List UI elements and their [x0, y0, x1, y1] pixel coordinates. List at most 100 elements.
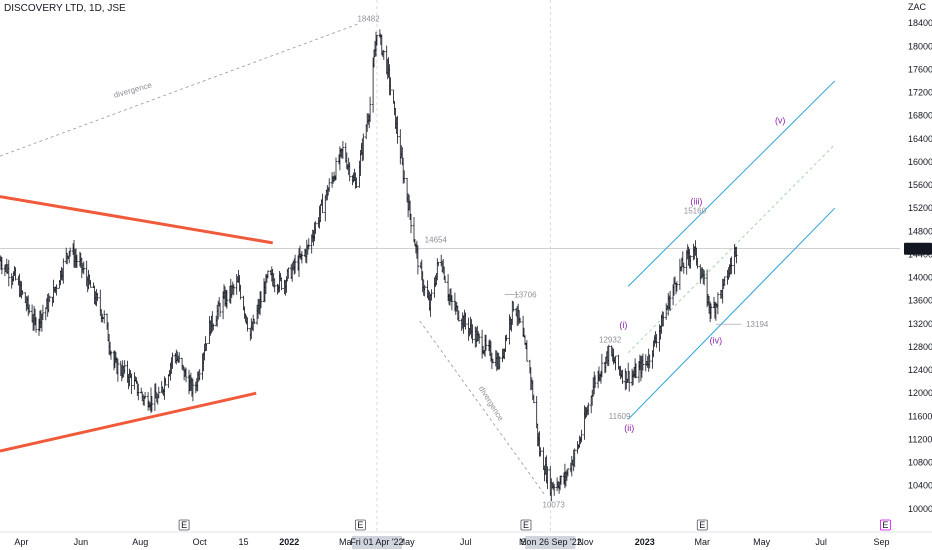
x-tick-label-7: May: [398, 537, 416, 547]
ohlc-bar: [103, 310, 106, 324]
ohlc-bar: [341, 141, 345, 159]
ohlc-bars: [0, 29, 738, 502]
ohlc-bar: [723, 276, 726, 286]
price-annotation-12932: 12932: [599, 335, 622, 344]
event-marker-1: [354, 519, 366, 531]
ohlc-bar: [443, 275, 447, 283]
price-annotation-13194: 13194: [746, 320, 769, 329]
ohlc-bar: [559, 475, 563, 485]
ohlc-bar: [266, 270, 270, 279]
ohlc-bar: [668, 290, 672, 311]
ohlc-bar: [498, 356, 501, 370]
y-tick-label-15600: 15600: [908, 180, 932, 190]
y-tick-label-13200: 13200: [908, 319, 932, 329]
y-tick-label-14000: 14000: [908, 273, 932, 283]
wave-label-0: (i): [619, 320, 627, 330]
ohlc-bar: [68, 247, 72, 257]
y-tick-label-13600: 13600: [908, 296, 932, 306]
ohlc-bar: [150, 396, 154, 412]
y-tick-label-10000: 10000: [908, 504, 932, 514]
y-tick-label-18400: 18400: [908, 18, 932, 28]
ohlc-bar: [164, 377, 167, 386]
x-tick-label-6: Mar: [339, 537, 355, 547]
currency-label: ZAC: [908, 2, 927, 12]
price-annotation-13706: 13706: [514, 291, 537, 300]
ohlc-bar: [518, 317, 522, 323]
y-tick-label-18000: 18000: [908, 41, 932, 51]
ohlc-bar: [480, 329, 484, 359]
ohlc-bar: [464, 312, 467, 330]
ohlc-bar: [471, 324, 474, 344]
y-tick-label-12000: 12000: [908, 388, 932, 398]
price-annotation-15160: 15160: [684, 206, 707, 215]
x-tick-label-0: Apr: [14, 537, 28, 547]
ohlc-bar: [539, 447, 542, 457]
y-tick-label-12400: 12400: [908, 365, 932, 375]
ohlc-bar: [62, 258, 65, 284]
y-tick-label-16400: 16400: [908, 134, 932, 144]
ohlc-bar: [300, 251, 304, 264]
event-marker-label-4: E: [882, 520, 888, 530]
ohlc-bar: [287, 267, 290, 279]
ohlc-bar: [505, 334, 508, 342]
ohlc-bar: [48, 295, 51, 302]
ohlc-bar: [34, 317, 38, 333]
ohlc-bar: [655, 334, 658, 348]
ohlc-bar: [41, 304, 45, 320]
y-tick-label-17200: 17200: [908, 88, 932, 98]
ohlc-bar: [396, 115, 399, 144]
ohlc-bar: [314, 221, 317, 234]
ohlc-bar: [450, 295, 454, 311]
ohlc-bar: [239, 284, 242, 300]
triangle-lower-trendline: [0, 391, 257, 453]
ohlc-bar: [730, 256, 733, 275]
ohlc-bar: [437, 261, 440, 267]
ohlc-bar: [703, 270, 706, 286]
ohlc-bar: [75, 254, 79, 268]
ohlc-bar: [628, 371, 631, 392]
ohlc-bar: [123, 360, 126, 374]
ohlc-bar: [641, 353, 645, 371]
event-marker-label-2: E: [523, 520, 529, 530]
ohlc-bar: [157, 386, 160, 399]
ohlc-bar: [546, 466, 549, 489]
ohlc-bar: [416, 245, 420, 275]
chart-title: DISCOVERY LTD, 1D, JSE: [4, 3, 126, 14]
ohlc-bar: [512, 301, 515, 312]
ohlc-bar: [116, 358, 120, 382]
event-marker-3: [696, 519, 708, 531]
ohlc-bar: [28, 304, 31, 314]
ohlc-bar: [109, 350, 113, 360]
ohlc-bar: [321, 193, 324, 213]
ohlc-bar: [0, 257, 4, 275]
ohlc-bar: [232, 284, 235, 296]
y-tick-label-12800: 12800: [908, 342, 932, 352]
divergence-label-1: divergence: [477, 384, 506, 422]
channel-lower-line: [627, 207, 836, 420]
y-tick-label-10400: 10400: [908, 481, 932, 491]
divergence-label-0: divergence: [113, 80, 154, 100]
ohlc-bar: [280, 277, 283, 291]
current-price-tag: [904, 242, 932, 255]
crosshair-date-tag-0: [351, 536, 402, 549]
ohlc-bar: [430, 289, 433, 301]
crosshair-date-tag-1: [525, 536, 576, 549]
y-tick-label-16800: 16800: [908, 111, 932, 121]
x-tick-label-8: Jul: [460, 537, 472, 547]
ohlc-bar: [535, 396, 538, 429]
ohlc-bar: [259, 291, 263, 309]
x-tick-label-14: Jul: [815, 537, 827, 547]
divergence-top-line: [0, 22, 361, 157]
ohlc-bar: [21, 290, 24, 295]
x-tick-label-11: 2023: [635, 537, 655, 547]
wave-label-3: (iv): [710, 335, 723, 345]
wave-label-4: (v): [775, 116, 786, 126]
ohlc-bar: [593, 375, 597, 388]
ohlc-bar: [409, 213, 413, 234]
y-tick-label-15200: 15200: [908, 203, 932, 213]
y-tick-label-11600: 11600: [908, 411, 932, 421]
ohlc-bar: [191, 378, 195, 402]
current-price-label: 14499: [905, 244, 930, 254]
ohlc-bar: [403, 170, 406, 184]
